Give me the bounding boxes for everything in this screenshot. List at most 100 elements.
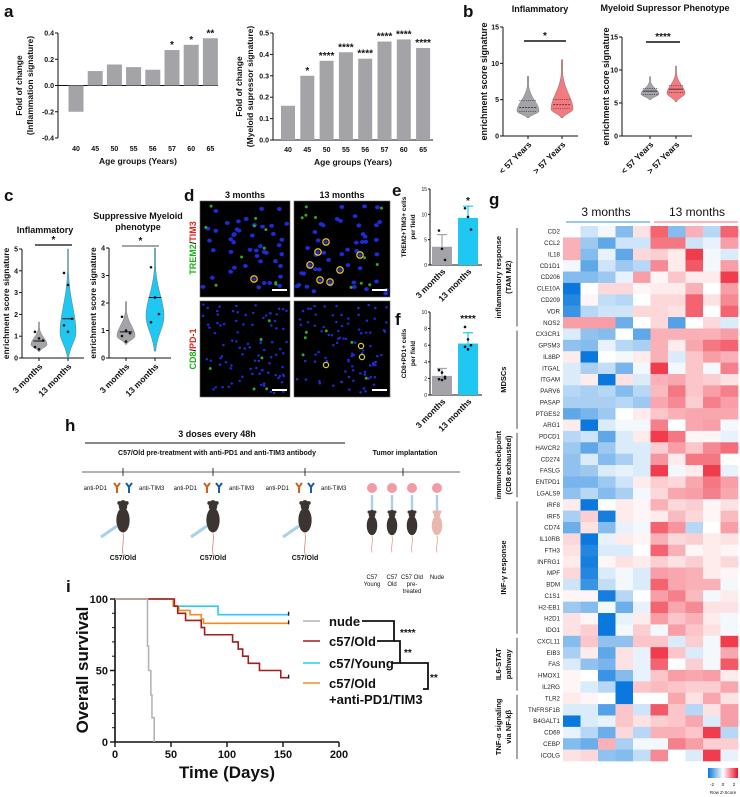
- heatmap-cell: [668, 601, 686, 614]
- heatmap-cell: [563, 419, 581, 432]
- heatmap-cell: [703, 510, 721, 523]
- gene-label: IRF5: [547, 513, 561, 520]
- nucleus: [228, 269, 234, 274]
- nucleus: [383, 291, 389, 296]
- heatmap-cell: [668, 260, 686, 272]
- heatmap-cell: [615, 328, 634, 341]
- nucleus: [258, 372, 261, 375]
- nucleus: [320, 330, 323, 333]
- heatmap-cell: [720, 351, 739, 363]
- syringe-icon: [100, 524, 118, 539]
- heatmap-cell: [720, 556, 739, 568]
- heatmap-cell: [615, 294, 634, 306]
- sep: /: [188, 241, 198, 244]
- gene-label: MPF: [547, 570, 560, 577]
- gene-label: INFRG1: [537, 559, 560, 566]
- heatmap-cell: [685, 442, 704, 454]
- heatmap-cell: [650, 385, 669, 398]
- heatmap-cell: [563, 430, 581, 443]
- heatmap-cell: [668, 430, 686, 443]
- heatmap-cell: [563, 533, 581, 546]
- heatmap-cell: [580, 271, 599, 284]
- heatmap-cell: [668, 533, 686, 546]
- nucleus: [252, 277, 256, 281]
- nucleus: [339, 204, 345, 209]
- nucleus: [235, 304, 238, 308]
- y-axis-title: enrichment score signature: [601, 27, 611, 145]
- green-signal: [363, 256, 367, 260]
- nucleus: [278, 374, 282, 378]
- tumor-group-label: C57: [386, 575, 398, 581]
- nucleus: [316, 267, 322, 272]
- significance-stars: ****: [377, 32, 393, 43]
- nucleus: [373, 223, 379, 228]
- heatmap-cell: [580, 499, 599, 511]
- nucleus: [385, 321, 388, 324]
- data-point: [149, 265, 153, 269]
- violin: [666, 65, 686, 102]
- heatmap-cell: [615, 260, 634, 272]
- nucleus: [335, 320, 338, 324]
- heatmap-cell: [685, 578, 704, 591]
- nucleus: [275, 327, 278, 330]
- heatmap-cell: [615, 578, 634, 591]
- antibody-label-pd1: anti-PD1: [174, 486, 198, 492]
- heatmap-cell: [720, 692, 739, 705]
- panel-label-g: g: [489, 190, 499, 209]
- nucleus: [309, 307, 313, 310]
- nucleus: [255, 366, 258, 370]
- heatmap-cell: [598, 419, 616, 432]
- nucleus: [247, 247, 253, 252]
- heatmap-cell: [563, 647, 581, 659]
- heatmap-cell: [703, 578, 721, 591]
- green-signal: [252, 387, 256, 391]
- heatmap-cell: [685, 556, 704, 568]
- heatmap-cell: [633, 726, 651, 739]
- y-tick-label: 0.2: [259, 95, 269, 102]
- x-tick-label: 50: [111, 146, 119, 153]
- heatmap-cell: [598, 613, 616, 625]
- heatmap-cell: [580, 533, 599, 546]
- heatmap-cell: [598, 226, 616, 238]
- heatmap-cell: [720, 453, 739, 466]
- nucleus: [312, 267, 318, 272]
- bar: [432, 375, 452, 395]
- gene-label: CD74: [544, 525, 560, 532]
- violin: [116, 301, 136, 345]
- nucleus: [269, 223, 275, 228]
- y-tick-label: 0: [495, 134, 499, 141]
- bar: [432, 246, 452, 265]
- gene-label: PASAP: [540, 399, 560, 406]
- heatmap-cell: [685, 669, 704, 682]
- heatmap-cell: [563, 567, 581, 580]
- tumor-group-label: Young: [364, 582, 381, 588]
- heatmap-cell: [580, 578, 599, 591]
- heatmap-cell: [633, 442, 651, 454]
- heatmap-cell: [703, 373, 721, 386]
- significance-stars: *: [305, 66, 309, 77]
- nucleus: [253, 248, 259, 253]
- tail: [371, 535, 373, 553]
- heatmap-cell: [615, 647, 634, 659]
- heatmap-cell: [720, 317, 739, 329]
- antibody-label-tim3: anti-TIM3: [139, 486, 165, 492]
- green-signal: [304, 213, 308, 217]
- heatmap-cell: [563, 260, 581, 272]
- nucleus: [298, 318, 302, 321]
- pd1-label: PD-1: [188, 328, 198, 349]
- nucleus: [273, 259, 278, 264]
- significance-stars: *: [543, 31, 547, 42]
- legend-label: c57/Young: [329, 656, 394, 671]
- heatmap-cell: [720, 237, 739, 250]
- heatmap-cell: [615, 738, 634, 750]
- heatmap-cell: [580, 317, 599, 329]
- nucleus: [303, 359, 307, 363]
- heatmap-cell: [668, 442, 686, 454]
- heatmap-cell: [668, 305, 686, 318]
- heatmap-cell: [703, 681, 721, 694]
- heatmap-cell: [703, 613, 721, 625]
- bar: [87, 71, 103, 86]
- column-group-label: 3 months: [581, 205, 630, 219]
- heatmap-cell: [668, 590, 686, 602]
- heatmap-cell: [703, 328, 721, 341]
